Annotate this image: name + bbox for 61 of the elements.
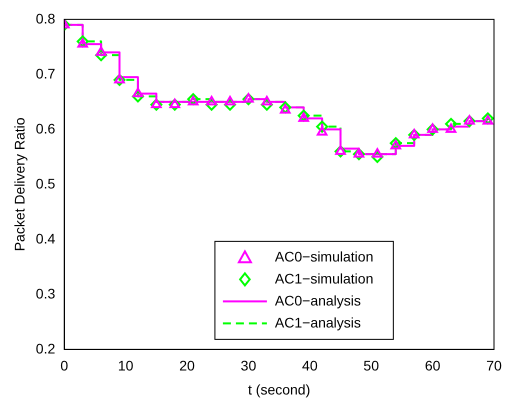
point	[316, 126, 328, 136]
point	[464, 115, 475, 125]
point	[132, 90, 144, 102]
point	[354, 148, 364, 158]
legend-label: AC1−simulation	[274, 270, 374, 286]
point	[132, 88, 144, 98]
point	[77, 38, 88, 48]
x-tick-label: 50	[363, 358, 380, 374]
point	[482, 115, 494, 125]
point	[243, 93, 254, 103]
point	[316, 120, 328, 133]
point	[206, 96, 217, 106]
point	[168, 98, 181, 111]
point	[224, 98, 236, 111]
point	[151, 98, 162, 108]
x-tick-label: 20	[179, 358, 196, 374]
point	[445, 118, 458, 130]
point	[446, 123, 456, 133]
y-tick-label: 0.2	[36, 340, 56, 356]
point	[426, 123, 439, 136]
x-tick-label: 10	[118, 358, 134, 374]
x-tick-label: 40	[302, 358, 318, 374]
x-tick-label: 60	[424, 358, 441, 374]
point	[95, 49, 108, 62]
y-tick-label: 0.8	[36, 10, 56, 26]
point	[206, 98, 218, 111]
x-tick-label: 30	[240, 358, 256, 374]
point	[334, 145, 347, 158]
point	[224, 96, 236, 106]
point	[169, 98, 180, 108]
point	[298, 112, 310, 122]
point	[463, 115, 476, 128]
point	[242, 93, 254, 106]
point	[352, 148, 365, 160]
point	[372, 148, 383, 158]
point	[114, 74, 125, 84]
x-tick-label: 70	[486, 358, 502, 374]
legend-label: AC1−analysis	[274, 314, 361, 330]
point	[280, 104, 291, 114]
y-axis-title: Packet Delivery Ratio	[11, 117, 28, 252]
x-axis-title: t (second)	[248, 381, 310, 398]
point	[188, 96, 199, 106]
x-tick-label: 0	[60, 358, 68, 374]
point	[114, 74, 126, 86]
y-tick-label: 0.6	[36, 120, 56, 136]
y-tick-label: 0.3	[36, 285, 56, 302]
point	[96, 46, 106, 56]
point	[262, 96, 272, 106]
point	[390, 140, 402, 150]
point	[371, 150, 384, 163]
y-tick-label: 0.5	[36, 175, 56, 192]
y-tick-label: 0.4	[36, 230, 56, 246]
legend-label: AC0−simulation	[274, 248, 374, 264]
legend-label: AC0−analysis	[274, 292, 361, 308]
point	[408, 128, 420, 138]
y-tick-label: 0.7	[36, 65, 56, 82]
point	[408, 128, 420, 141]
point	[260, 98, 273, 111]
point	[150, 98, 162, 111]
point	[427, 123, 438, 133]
point	[335, 145, 346, 155]
